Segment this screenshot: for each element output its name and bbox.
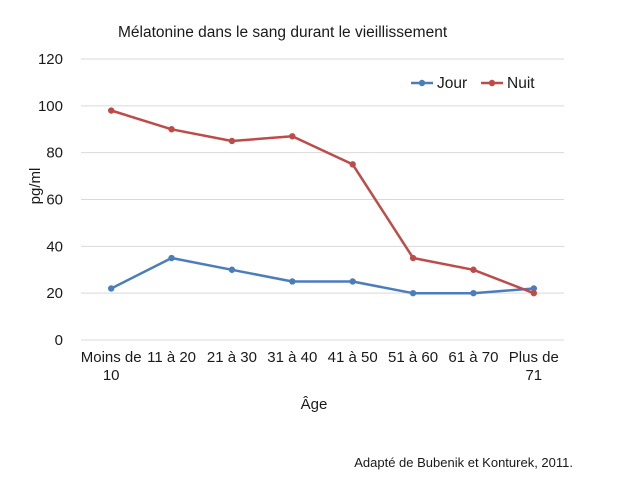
y-tick-label: 0	[55, 332, 63, 349]
data-point	[228, 137, 236, 145]
y-tick-labels: 0 20 40 60 80 100 120	[38, 51, 63, 349]
legend-label: Jour	[437, 75, 467, 92]
x-tick-label-line: 61 à 70	[448, 349, 498, 366]
legend-item-nuit: Nuit	[481, 75, 535, 92]
x-tick-label: Plus de 71	[509, 349, 559, 384]
data-point	[349, 278, 356, 285]
series-group	[107, 107, 538, 297]
x-tick-label-line: 10	[103, 367, 120, 384]
source-note: Adapté de Bubenik et Konturek, 2011.	[354, 455, 573, 470]
x-tick-label-line: 21 à 30	[207, 349, 257, 366]
y-tick-label: 20	[46, 285, 63, 302]
data-point	[107, 285, 115, 292]
x-tick-label-line: Plus de	[509, 349, 559, 366]
legend: Jour Nuit	[411, 75, 535, 92]
legend-item-jour: Jour	[411, 75, 467, 92]
data-point	[168, 254, 175, 262]
y-tick-label: 120	[38, 51, 63, 68]
x-tick-label: 51 à 60	[388, 349, 438, 366]
x-tick-label-line: 71	[525, 367, 542, 384]
data-point	[289, 278, 296, 285]
data-point	[530, 285, 538, 292]
legend-swatch-marker	[418, 79, 426, 87]
y-tick-label: 40	[46, 238, 63, 255]
y-tick-label: 60	[46, 192, 63, 209]
data-point	[349, 161, 356, 168]
y-tick-label: 80	[46, 145, 63, 162]
series-line	[109, 256, 536, 295]
data-point	[470, 289, 477, 297]
x-tick-label: 41 à 50	[328, 349, 378, 366]
x-tick-labels: Moins de 10 11 à 20 21 à 30 31 à 40 41 à 50 51…	[81, 349, 559, 384]
x-tick-label-line: 11 à 20	[147, 349, 196, 366]
legend-swatch-marker	[488, 79, 496, 87]
x-tick-label: 21 à 30	[207, 349, 257, 366]
series-nuit	[107, 107, 538, 297]
x-tick-label-line: 31 à 40	[267, 349, 317, 366]
gridlines	[81, 58, 564, 341]
x-tick-label-line: Moins de	[81, 349, 142, 366]
x-tick-label: 61 à 70	[448, 349, 498, 366]
data-point	[409, 289, 417, 297]
data-point	[228, 266, 236, 273]
data-point	[107, 107, 115, 114]
data-point	[409, 254, 417, 262]
y-tick-label: 100	[38, 98, 63, 115]
x-tick-label-line: 41 à 50	[328, 349, 378, 366]
x-tick-label: Moins de 10	[81, 349, 142, 384]
y-axis-title: pg/ml	[27, 168, 44, 205]
data-point	[289, 133, 296, 140]
x-tick-label: 31 à 40	[267, 349, 317, 366]
legend-label: Nuit	[507, 75, 535, 92]
series-line	[109, 109, 536, 295]
x-axis-title: Âge	[301, 396, 328, 413]
x-tick-label: 11 à 20	[147, 349, 196, 366]
chart-title: Mélatonine dans le sang durant le vieill…	[118, 24, 448, 41]
series-jour	[107, 254, 538, 297]
data-point	[530, 289, 538, 297]
data-point	[470, 266, 477, 273]
x-tick-label-line: 51 à 60	[388, 349, 438, 366]
data-point	[168, 126, 175, 133]
